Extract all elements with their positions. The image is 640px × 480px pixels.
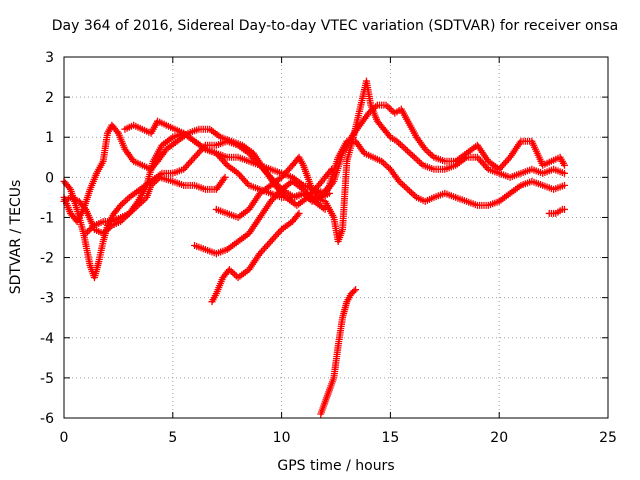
x-tick-label: 25 [599, 430, 617, 446]
data-point [113, 128, 121, 136]
data-point [352, 286, 360, 294]
y-tick-label: -6 [40, 411, 54, 427]
y-tick-label: 2 [45, 90, 54, 106]
y-tick-label: 0 [45, 170, 54, 186]
x-tick-label: 15 [381, 430, 399, 446]
data-point [80, 204, 88, 212]
y-tick-label: -3 [40, 291, 54, 307]
data-point [560, 181, 568, 189]
y-tick-label: -5 [40, 371, 54, 387]
y-tick-label: -1 [40, 210, 54, 226]
data-marks [60, 77, 568, 418]
y-tick-label: 3 [45, 50, 54, 66]
x-axis-label: GPS time / hours [277, 458, 394, 474]
series-track-g [208, 209, 303, 306]
x-tick-label: 10 [273, 430, 291, 446]
series-track-j [545, 205, 568, 217]
y-axis-label: SDTVAR / TECUs [8, 180, 24, 295]
ticks-layer: 0 5 10 15 20 25 -6 -5 -4 -3 -2 -1 0 1 2 3 [40, 50, 617, 446]
data-point [65, 184, 73, 192]
data-point [560, 161, 568, 169]
series-track-e [212, 137, 568, 221]
series-track-i [317, 286, 360, 418]
data-point [221, 173, 229, 181]
data-point [295, 209, 303, 217]
data-point [560, 169, 568, 177]
data-point [115, 203, 123, 211]
series-track-h [82, 173, 229, 237]
x-tick-label: 5 [168, 430, 177, 446]
chart-title: Day 364 of 2016, Sidereal Day-to-day VTE… [52, 18, 619, 34]
y-tick-label: -4 [40, 331, 54, 347]
series-track-f [191, 177, 329, 258]
plot-frame [63, 56, 609, 419]
data-point [321, 205, 329, 213]
data-point [560, 205, 568, 213]
x-tick-label: 20 [490, 430, 508, 446]
series-track-c [60, 77, 568, 246]
x-tick-label: 0 [60, 430, 69, 446]
y-tick-label: -2 [40, 251, 54, 267]
data-point [350, 287, 358, 295]
y-tick-label: 1 [45, 130, 54, 146]
data-point [294, 211, 302, 219]
